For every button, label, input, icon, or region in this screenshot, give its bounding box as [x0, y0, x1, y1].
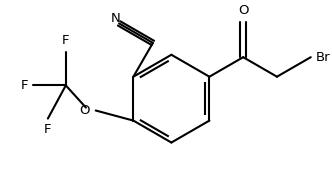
Text: F: F — [62, 34, 69, 47]
Text: F: F — [20, 79, 28, 92]
Text: O: O — [79, 104, 90, 117]
Text: O: O — [238, 4, 248, 17]
Text: Br: Br — [316, 51, 330, 64]
Text: N: N — [110, 12, 120, 25]
Text: F: F — [44, 124, 51, 136]
